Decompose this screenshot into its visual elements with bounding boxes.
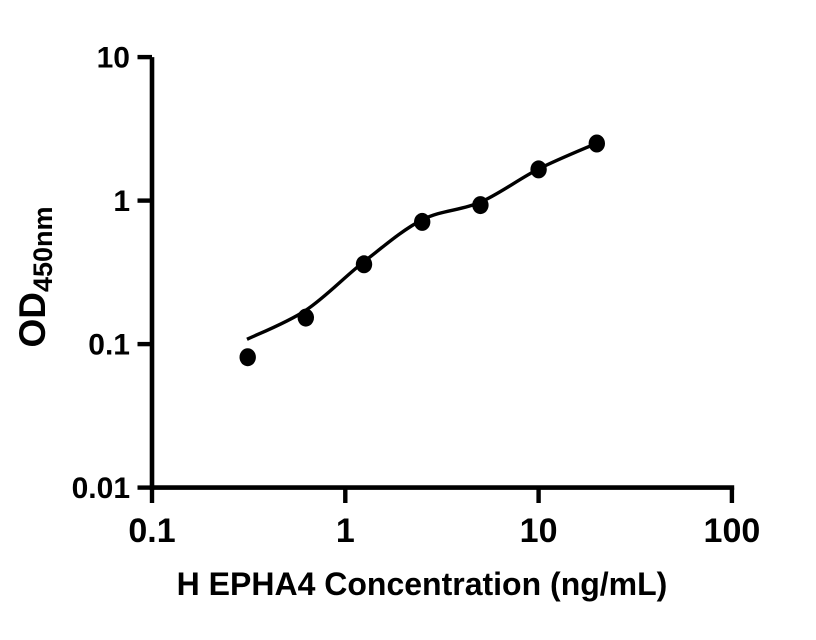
y-tick-label-0.1: 0.1 bbox=[88, 329, 130, 362]
data-point-7 bbox=[588, 134, 605, 153]
data-point-3 bbox=[355, 255, 373, 274]
data-point-5 bbox=[472, 196, 489, 215]
data-points-layer bbox=[239, 134, 605, 367]
y-tick-label-1: 1 bbox=[113, 185, 130, 218]
axes bbox=[149, 57, 735, 490]
x-tick-label-100: 100 bbox=[704, 512, 761, 550]
axis-ticks bbox=[137, 54, 735, 503]
x-tick-label-0.1: 0.1 bbox=[128, 512, 175, 550]
data-point-2 bbox=[297, 308, 314, 327]
data-point-1 bbox=[239, 348, 256, 367]
axis-tick-labels: 0.1 1 10 100 0.01 0.1 1 10 bbox=[72, 42, 761, 550]
y-tick-label-0.01: 0.01 bbox=[72, 472, 130, 505]
x-tick-label-10: 10 bbox=[520, 512, 558, 550]
x-tick-label-1: 1 bbox=[336, 512, 355, 550]
y-axis-title-sub: 450nm bbox=[28, 206, 58, 292]
x-axis-title: H EPHA4 Concentration (ng/mL) bbox=[177, 566, 668, 602]
data-point-6 bbox=[530, 160, 547, 179]
data-point-4 bbox=[414, 212, 431, 231]
y-axis-title-main: OD bbox=[12, 292, 53, 348]
y-tick-label-10: 10 bbox=[97, 42, 130, 75]
y-axis-title: OD450nm bbox=[12, 206, 58, 347]
